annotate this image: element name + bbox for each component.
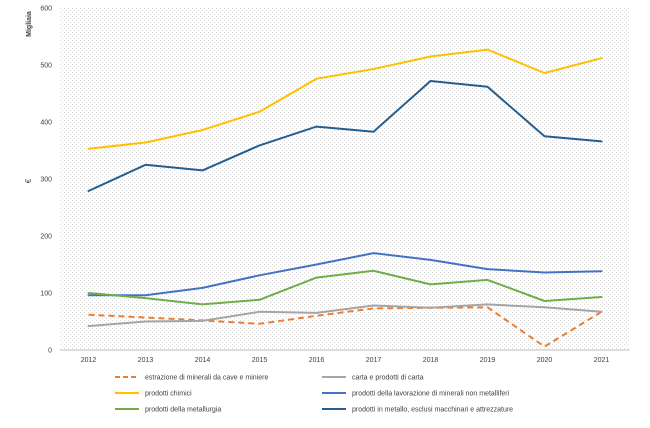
series-line <box>87 80 603 192</box>
x-tick-label: 2020 <box>537 357 553 364</box>
legend-label: prodotti della metallurgia <box>145 407 221 414</box>
x-tick-label: 2014 <box>195 357 211 364</box>
y-tick-label: 100 <box>40 291 52 298</box>
series-line <box>88 306 603 348</box>
series-line <box>87 252 603 297</box>
legend-label: prodotti chimici <box>145 391 192 398</box>
series-layer <box>87 48 603 348</box>
x-tick-label: 2012 <box>81 357 97 364</box>
plot-area-background <box>60 8 630 350</box>
y-tick-label: 0 <box>48 348 52 355</box>
y-unit-label: Migliaia <box>26 11 33 37</box>
y-axis-label: € <box>24 178 33 183</box>
y-tick-label: 400 <box>40 120 52 127</box>
series-line <box>87 303 603 328</box>
x-axis-ticks: 2012 2013 2014 2015 2016 2017 2018 2019 2020 2021 <box>81 357 610 364</box>
legend-label: prodotti della lavorazione di minerali n… <box>352 391 510 398</box>
x-tick-label: 2021 <box>594 357 610 364</box>
y-tick-label: 300 <box>40 177 52 184</box>
legend-label: carta e prodotti di carta <box>352 375 424 382</box>
x-tick-label: 2016 <box>309 357 325 364</box>
x-tick-label: 2015 <box>252 357 268 364</box>
legend-label: estrazione di minerali da cave e miniere <box>145 375 268 382</box>
y-axis-ticks: 0 100 200 300 400 500 600 <box>40 6 52 355</box>
y-tick-label: 200 <box>40 234 52 241</box>
y-tick-label: 500 <box>40 63 52 70</box>
x-tick-label: 2018 <box>423 357 439 364</box>
legend: estrazione di minerali da cave e miniere… <box>115 375 513 414</box>
x-tick-label: 2013 <box>138 357 154 364</box>
legend-label: prodotti in metallo, esclusi macchinari … <box>352 407 513 414</box>
x-tick-label: 2019 <box>480 357 496 364</box>
y-tick-label: 600 <box>40 6 52 13</box>
series-line <box>87 269 603 306</box>
x-tick-label: 2017 <box>366 357 382 364</box>
series-line <box>87 48 603 150</box>
